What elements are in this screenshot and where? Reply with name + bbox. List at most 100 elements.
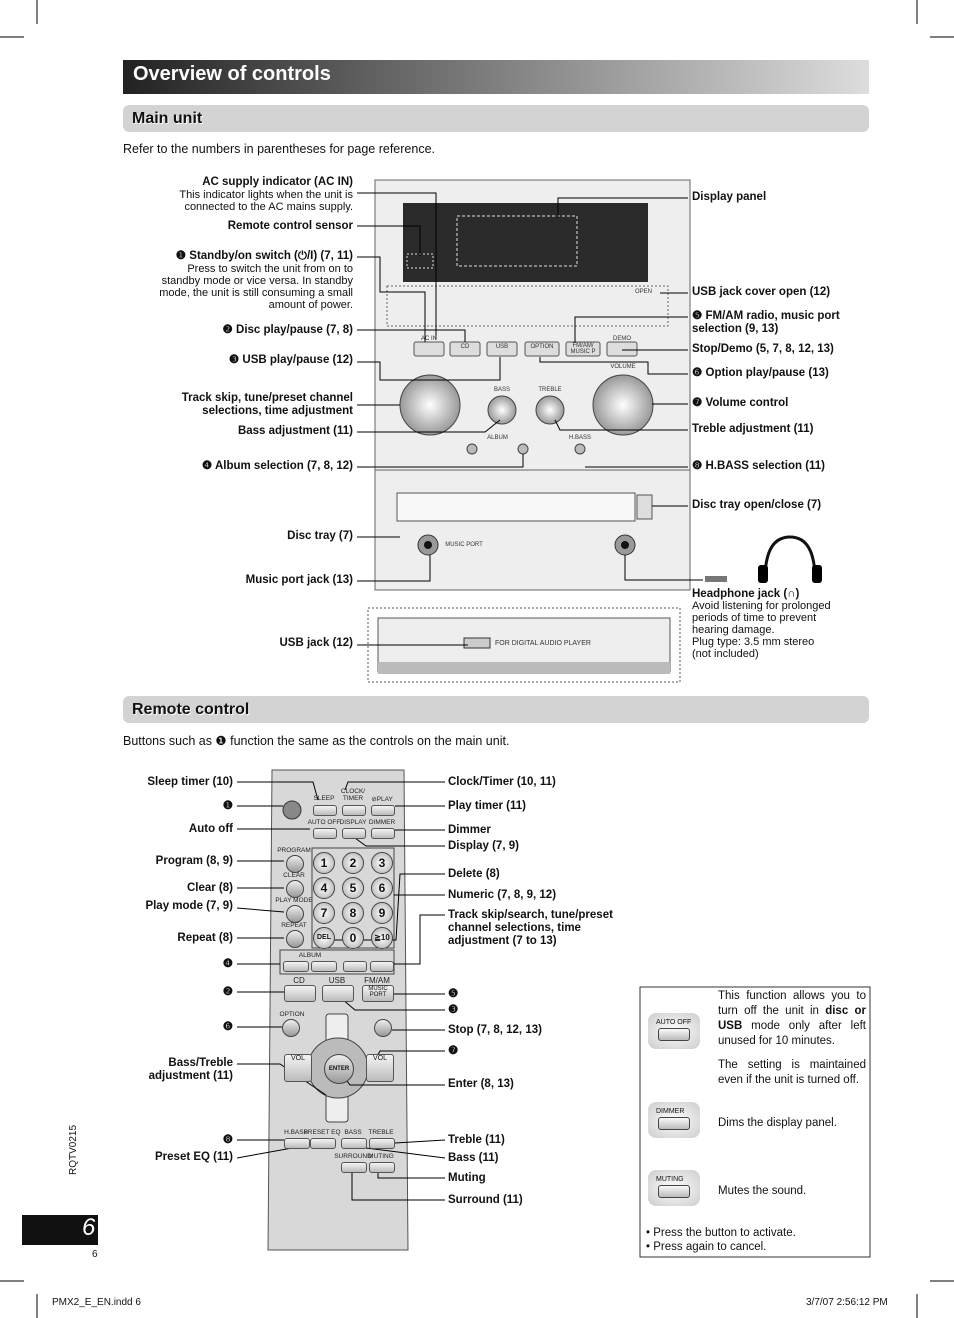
rect [279, 949, 395, 975]
label: Remote control sensor [227, 220, 353, 232]
text: MUTING [656, 1176, 684, 1183]
label: ❶ Standby/on switch (⏻/I) (7, 11) [175, 250, 353, 262]
rect [22, 1215, 98, 1245]
rect [565, 341, 601, 357]
rb [286, 905, 304, 923]
label: BASS [493, 387, 510, 393]
rect [403, 203, 648, 282]
rb [286, 930, 304, 948]
polyline [574, 316, 688, 342]
circle [621, 541, 629, 549]
rect [396, 492, 636, 522]
polyline [554, 419, 688, 431]
key: 9 [371, 902, 393, 924]
rb [374, 1019, 392, 1037]
circle [535, 395, 565, 425]
polyline [357, 329, 466, 342]
label: OPEN [635, 289, 653, 295]
polyline [357, 419, 501, 433]
bt [369, 1162, 395, 1173]
bt [284, 985, 316, 1002]
key: 1 [313, 852, 335, 874]
rect [456, 215, 578, 267]
label: Stop/Demo (5, 7, 8, 12, 13) [692, 343, 834, 355]
label: ❸ [448, 1004, 459, 1016]
label: FM/AM/ MUSIC P [570, 343, 596, 355]
label: Play timer (11) [448, 800, 526, 812]
rect [524, 341, 560, 357]
rect [413, 341, 445, 357]
bt [341, 1138, 367, 1149]
label: Auto off [188, 823, 233, 835]
label: TREBLE [368, 1129, 394, 1136]
rb [286, 855, 304, 873]
polyline [624, 555, 703, 581]
g [357, 192, 703, 646]
label: USB jack cover open (12) [692, 286, 831, 298]
label: USB [328, 976, 346, 985]
label: Headphone jack (∩) [692, 588, 800, 600]
key: 0 [342, 927, 364, 949]
label: CLOCK/ TIMER [340, 788, 366, 802]
label: BASS [344, 1129, 362, 1136]
label: Muting [448, 1172, 486, 1184]
text: 6 [92, 1249, 98, 1260]
key: ≧10 [371, 927, 393, 949]
circle [574, 443, 586, 455]
rect [386, 285, 669, 327]
rect [367, 607, 681, 683]
text: AUTO OFF [656, 1019, 692, 1026]
section-heading: Remote control [132, 701, 250, 718]
label: Numeric (7, 8, 9, 12) [448, 889, 557, 901]
label: PLAY MODE [275, 897, 313, 904]
label: MUTING [368, 1153, 394, 1160]
bullet: • Press again to cancel. [646, 1241, 767, 1253]
label: REPEAT [281, 922, 307, 929]
text: PMX2_E_EN.indd 6 [52, 1297, 141, 1308]
bt [371, 805, 395, 816]
polyline [394, 914, 445, 965]
line [394, 1139, 446, 1144]
polyline [357, 225, 421, 256]
label: Enter (8, 13) [448, 1078, 514, 1090]
label: ❻ [222, 1021, 233, 1033]
key: DEL [313, 927, 335, 949]
section-bar: Remote control [123, 696, 869, 723]
key: 4 [313, 877, 335, 899]
text: mode only after left unused for 10 minut… [718, 1020, 866, 1047]
bt [313, 805, 337, 816]
label: VOLUME [610, 364, 636, 370]
rect [606, 341, 638, 357]
rect [636, 494, 653, 520]
bt [284, 1138, 310, 1149]
label: AC supply indicator (AC IN) [202, 176, 353, 188]
intro: Buttons such as ❶ function the same as t… [123, 734, 510, 748]
label: CD [293, 976, 305, 985]
label: Surround (11) [448, 1194, 523, 1206]
circle [592, 374, 654, 436]
label: ❹ [222, 958, 233, 970]
key: 6 [371, 877, 393, 899]
label: ALBUM [298, 952, 322, 959]
label: VOL [284, 1054, 312, 1082]
key: 5 [342, 877, 364, 899]
label: Track skip/search, tune/preset channel s… [448, 909, 613, 947]
label: Treble adjustment (11) [692, 423, 814, 435]
label: Bass/Treble adjustment (11) [148, 1057, 233, 1082]
label: Program (8, 9) [155, 855, 233, 867]
bt [313, 828, 337, 839]
label: SURROUND [334, 1153, 372, 1160]
label: AUTO OFF [307, 819, 341, 826]
text: 6 [82, 1214, 96, 1241]
label: Sleep timer (10) [147, 776, 233, 788]
bt [343, 961, 367, 972]
label: MUSIC PORT [445, 542, 483, 548]
label: ❷ [222, 986, 233, 998]
label: PRESET EQ [303, 1129, 341, 1136]
info-button: DIMMER [648, 1102, 700, 1138]
label: CLEAR [283, 872, 305, 879]
line [236, 907, 285, 913]
bt [341, 1162, 367, 1173]
